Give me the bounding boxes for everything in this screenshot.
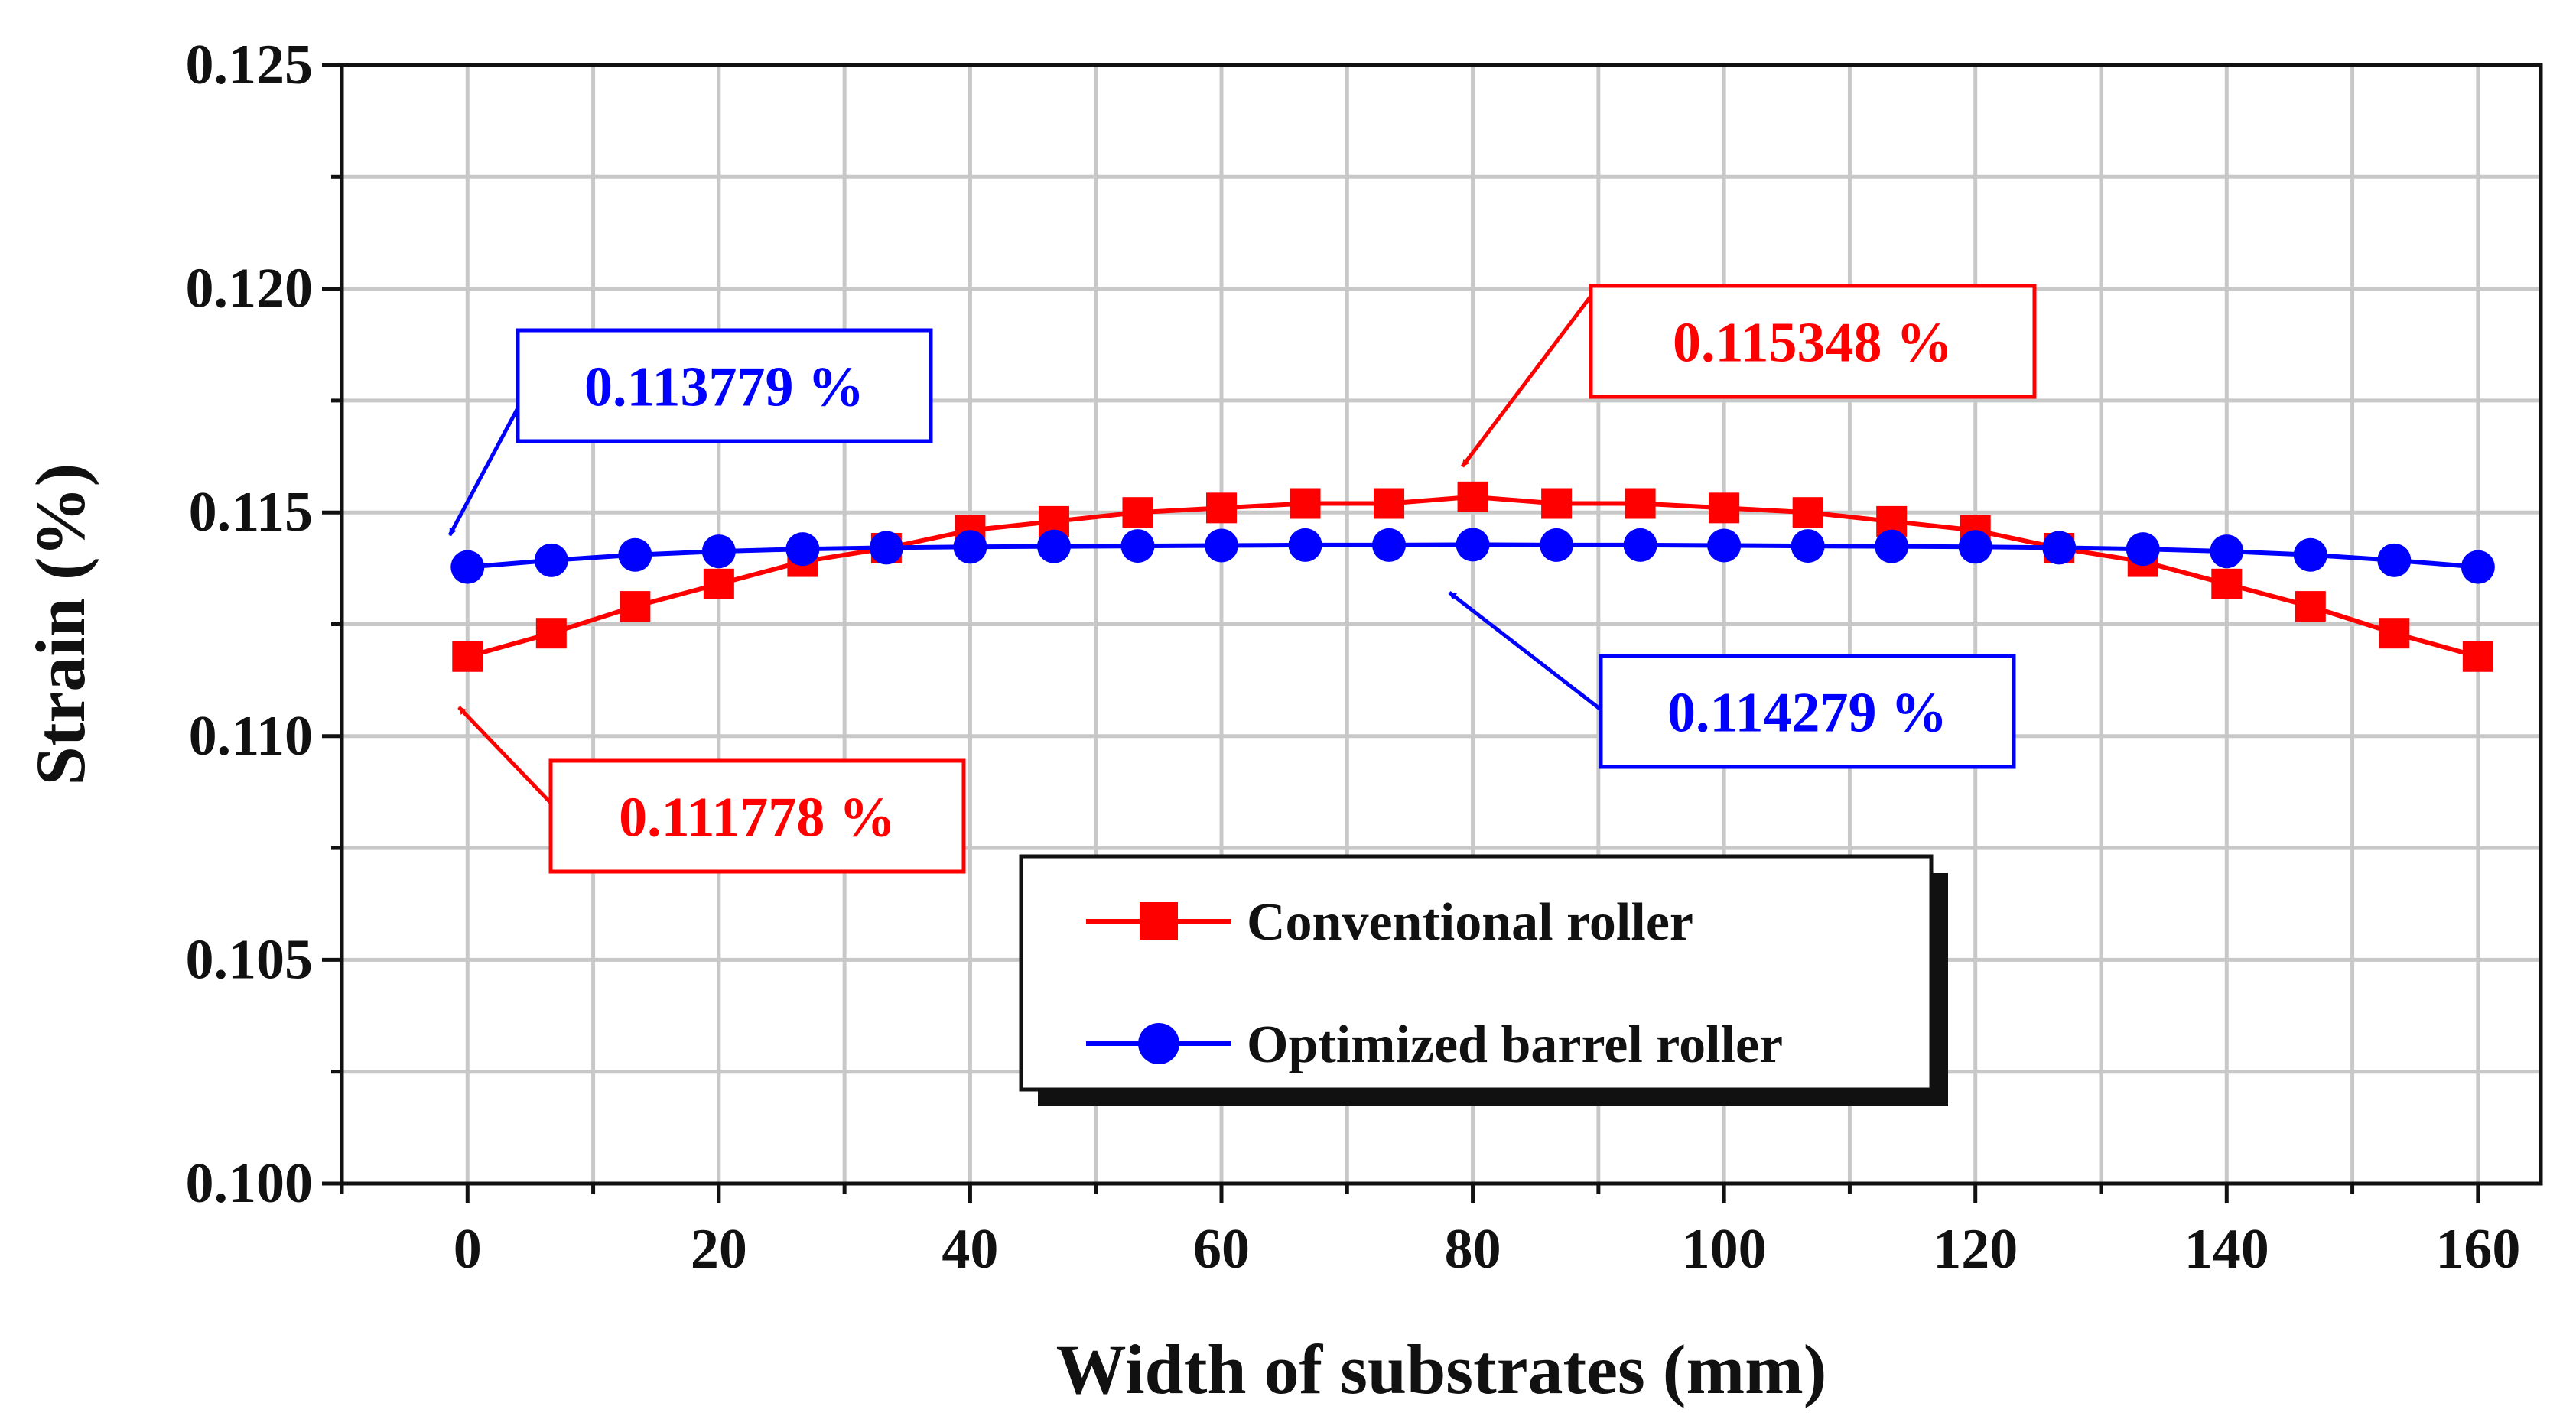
optimized-barrel-roller-point	[953, 530, 987, 564]
optimized-barrel-roller-point	[1958, 530, 1992, 564]
conventional-roller-point	[2211, 568, 2243, 599]
y-tick-label: 0.110	[189, 705, 313, 768]
conventional-roller-point	[2379, 618, 2410, 649]
optimized-barrel-roller-point	[534, 543, 568, 577]
optimized-barrel-roller-point	[1205, 528, 1238, 563]
annotation-label: 0.111778 %	[619, 787, 896, 849]
annotations: 0.113779 % 0.115348 % 0.114279 % 0.111778 %	[447, 284, 2037, 874]
optimized-barrel-roller-point	[1456, 528, 1490, 562]
conventional-roller-point	[1541, 488, 1573, 519]
conventional-roller-point	[620, 591, 651, 622]
annotation-label: 0.113779 %	[584, 356, 864, 419]
y-tick-label: 0.120	[186, 258, 314, 320]
conventional-roller-point	[452, 641, 483, 672]
conventional-roller-point	[1206, 492, 1237, 524]
annotation-box	[516, 328, 933, 443]
legend-marker-optimized-barrel-roller	[1138, 1023, 1179, 1064]
annotation-box	[548, 758, 966, 874]
legend-label-optimized-barrel-roller: Optimized barrel roller	[1247, 1015, 1783, 1074]
optimized-barrel-roller-point	[1623, 528, 1657, 562]
x-tick-label: 20	[691, 1218, 747, 1281]
annotation-box	[1589, 284, 2037, 399]
conventional-roller-point	[1625, 488, 1656, 519]
optimized-barrel-roller-point	[701, 534, 736, 569]
annotation-box	[1599, 654, 2016, 769]
x-tick-label: 120	[1933, 1218, 2018, 1281]
conventional-roller-point	[703, 568, 734, 599]
x-tick-label: 80	[1445, 1218, 1501, 1281]
conventional-roller-point	[1122, 497, 1153, 528]
x-tick-label: 160	[2435, 1218, 2520, 1281]
conventional-roller-point	[535, 618, 567, 649]
y-axis-title: Strain (%)	[21, 463, 99, 786]
x-tick-label: 140	[2184, 1218, 2269, 1281]
optimized-barrel-roller-point	[2042, 531, 2077, 565]
optimized-barrel-roller-point	[2377, 543, 2412, 577]
optimized-barrel-roller-point	[869, 531, 903, 565]
conventional-roller-point	[2462, 641, 2493, 672]
annotation-arrow	[1461, 284, 1600, 468]
x-tick-label: 40	[942, 1218, 998, 1281]
legend: Conventional roller Optimized barrel roll…	[1019, 854, 1948, 1106]
y-tick-label: 0.115	[189, 481, 313, 544]
conventional-roller-point	[1457, 481, 1488, 512]
axes: 0 20 40 60 80 100 120 140 160 0.100 0.105 0.110 0.11…	[21, 34, 2543, 1408]
legend-marker-conventional-roller	[1140, 902, 1178, 940]
optimized-barrel-roller-point	[2461, 550, 2495, 584]
x-axis-title: Width of substrates (mm)	[1056, 1330, 1827, 1408]
x-tick-label: 0	[454, 1218, 482, 1281]
optimized-barrel-roller-point	[618, 537, 652, 572]
y-tick-label: 0.100	[186, 1152, 314, 1215]
annotation-arrow	[1448, 591, 1602, 711]
y-tick-label: 0.105	[186, 928, 314, 991]
optimized-barrel-roller-point	[1540, 528, 1574, 562]
legend-label-conventional-roller: Conventional roller	[1247, 893, 1693, 952]
conventional-roller-point	[2295, 591, 2326, 622]
optimized-barrel-roller-point	[2126, 532, 2160, 567]
optimized-barrel-roller-point	[1875, 529, 1909, 563]
optimized-barrel-roller-point	[1288, 528, 1322, 562]
optimized-barrel-roller-point	[450, 550, 485, 584]
annotation-arrow	[457, 706, 552, 804]
optimized-barrel-roller-point	[2293, 537, 2327, 572]
optimized-barrel-roller-point	[785, 532, 820, 567]
optimized-barrel-roller-point	[2210, 534, 2244, 569]
x-tick-label: 60	[1193, 1218, 1250, 1281]
conventional-roller-point	[1709, 492, 1740, 524]
optimized-barrel-roller-point	[1036, 529, 1071, 563]
conventional-roller-point	[1290, 488, 1321, 519]
conventional-roller-point	[1792, 497, 1823, 528]
y-tick-label: 0.125	[186, 34, 314, 96]
x-tick-label: 100	[1682, 1218, 1767, 1281]
optimized-barrel-roller-point	[1791, 529, 1825, 563]
optimized-barrel-roller-point	[1372, 528, 1407, 562]
optimized-barrel-roller-point	[1120, 529, 1155, 563]
annotation-label: 0.115348 %	[1673, 312, 1953, 375]
optimized-barrel-roller-point	[1707, 528, 1742, 563]
annotation-label: 0.114279 %	[1667, 682, 1947, 745]
conventional-roller-point	[1374, 488, 1405, 519]
series	[450, 481, 2495, 672]
